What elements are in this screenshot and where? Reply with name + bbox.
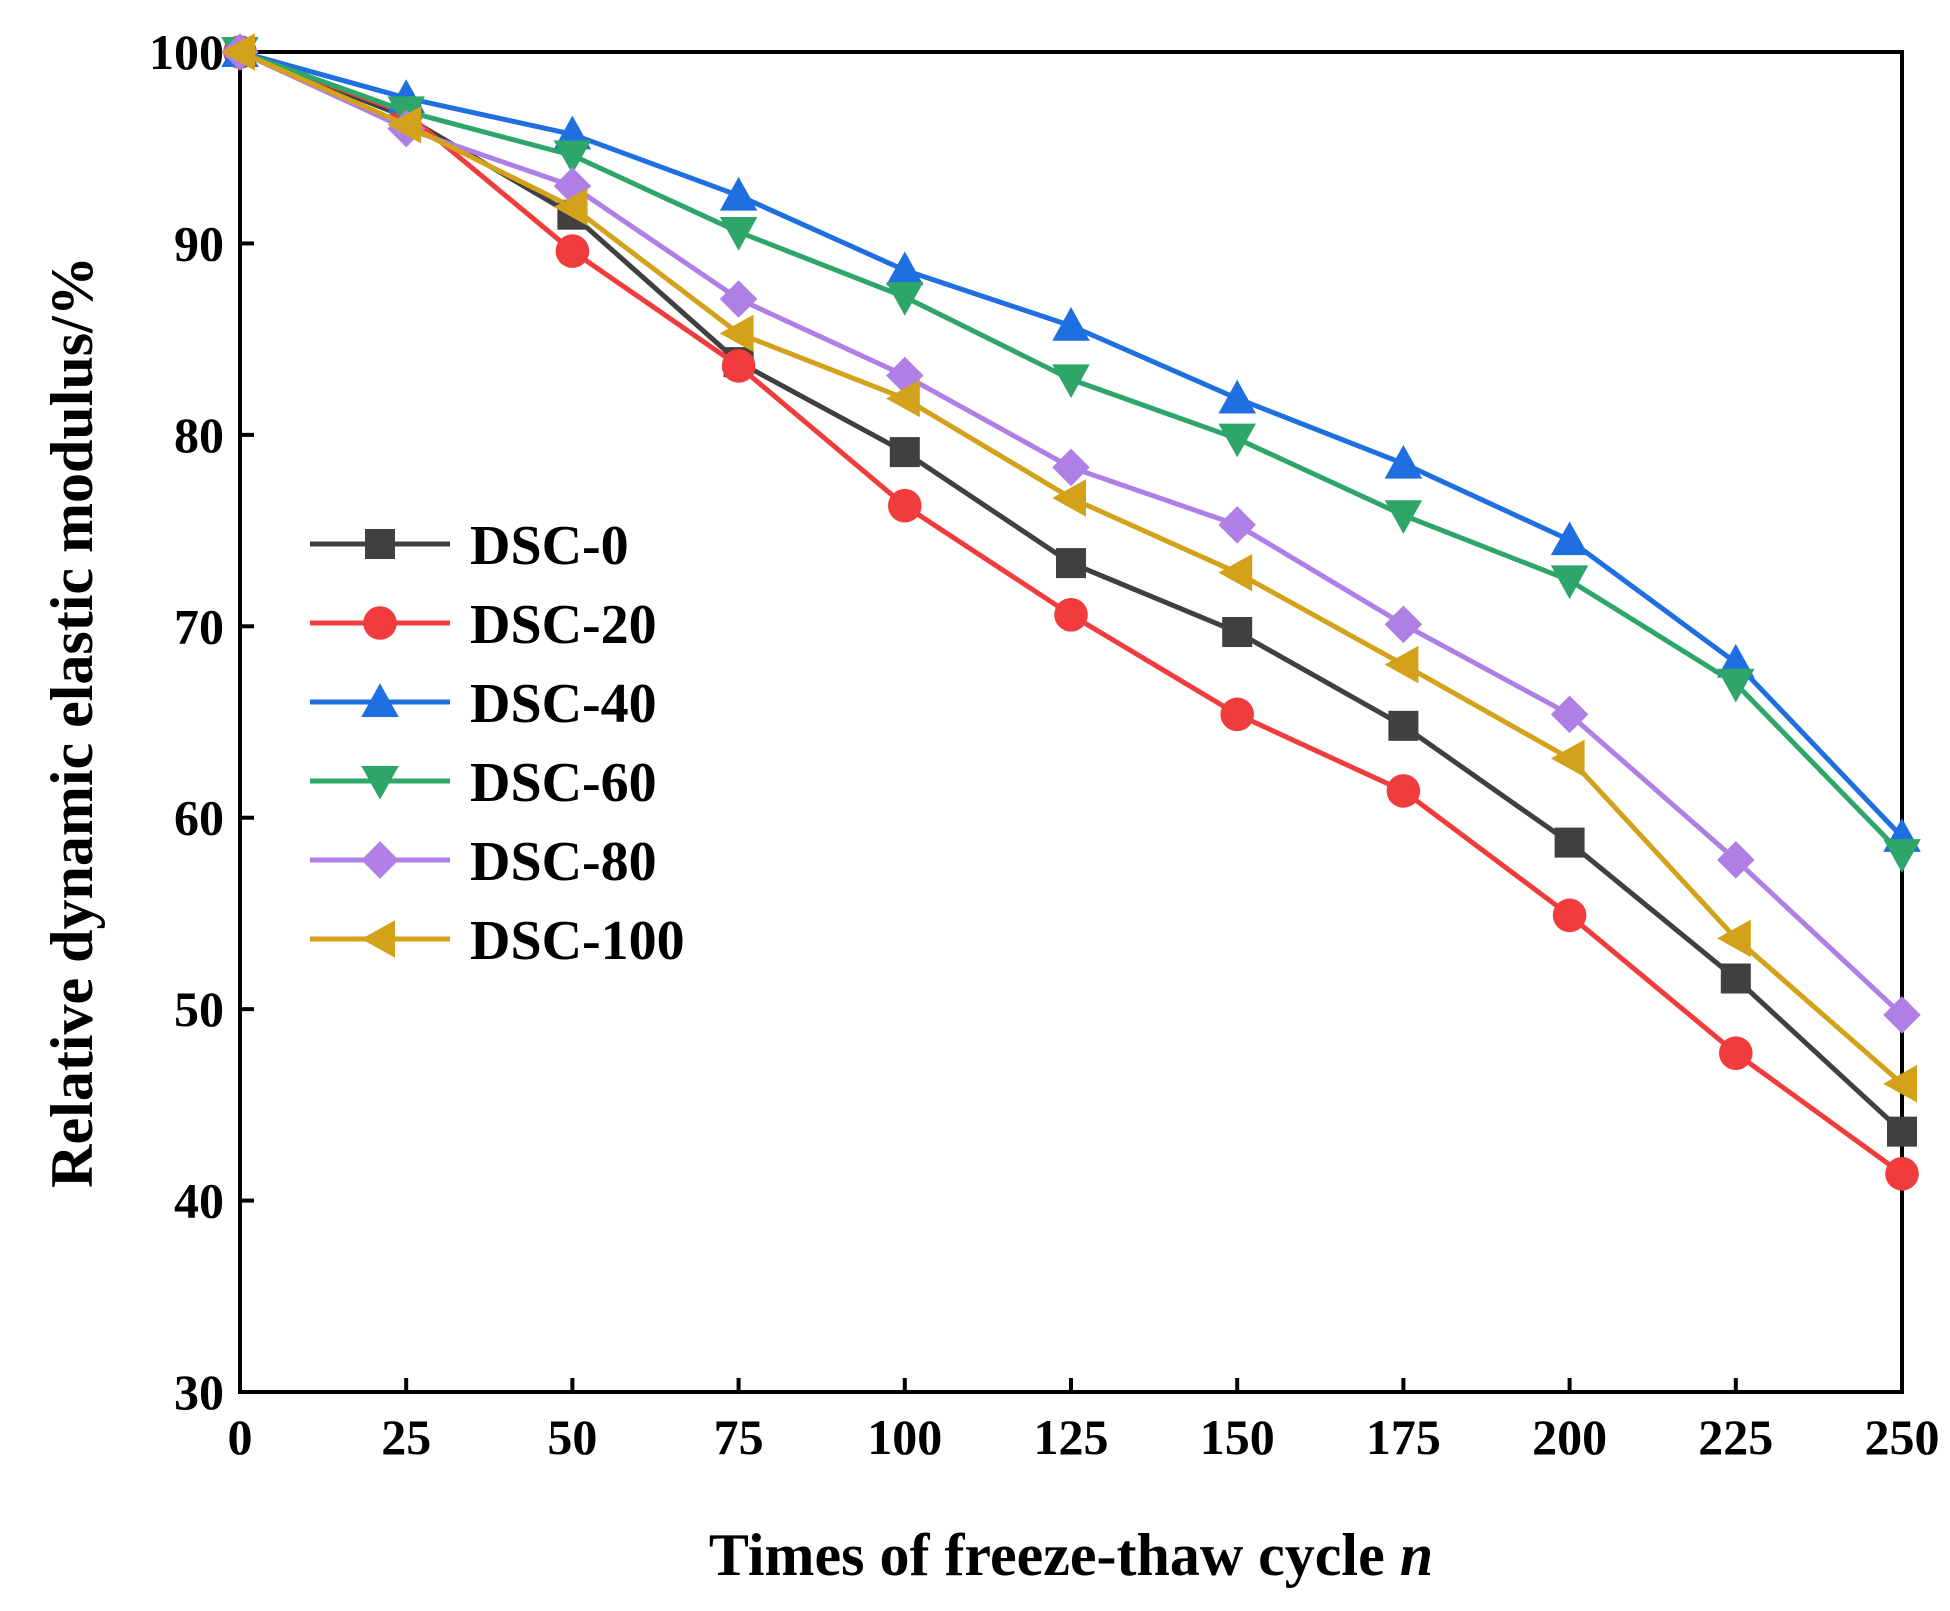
y-tick-label: 90 xyxy=(174,215,224,271)
legend-marker xyxy=(361,841,399,879)
data-point xyxy=(721,349,756,383)
series-dsc-100 xyxy=(221,33,1917,1103)
data-point xyxy=(719,280,758,318)
x-tick-label: 75 xyxy=(714,1409,764,1465)
data-point xyxy=(553,140,592,175)
legend-item-dsc-20: DSC-20 xyxy=(310,594,657,656)
data-point xyxy=(1052,364,1090,399)
x-tick-label: 175 xyxy=(1366,1409,1441,1465)
y-tick-label: 50 xyxy=(174,981,224,1037)
data-point xyxy=(889,437,920,468)
legend-marker xyxy=(361,683,399,717)
data-point xyxy=(1218,379,1256,414)
x-tick-label: 150 xyxy=(1200,1409,1275,1465)
x-tick-label: 200 xyxy=(1532,1409,1607,1465)
x-tick-label: 125 xyxy=(1034,1409,1109,1465)
legend-label: DSC-100 xyxy=(470,910,685,972)
y-tick-label: 40 xyxy=(174,1173,224,1229)
data-point xyxy=(1384,444,1423,479)
data-point xyxy=(1717,668,1755,703)
data-point xyxy=(1218,506,1256,544)
data-point xyxy=(1883,996,1921,1034)
y-axis-title: Relative dynamic elastic modulus/% xyxy=(39,256,105,1188)
data-point xyxy=(1883,839,1921,873)
data-point xyxy=(1550,521,1589,556)
data-point xyxy=(1552,898,1587,933)
data-point xyxy=(1052,448,1090,487)
data-point xyxy=(1056,548,1086,579)
y-tick-label: 60 xyxy=(174,790,224,846)
legend-marker xyxy=(363,606,397,640)
data-point xyxy=(221,33,255,71)
data-point xyxy=(1384,500,1423,535)
y-tick-label: 70 xyxy=(174,598,224,654)
legend: DSC-0 DSC-20 DSC-40 DSC-60 DSC-80 DSC-100 xyxy=(310,515,685,972)
data-point xyxy=(1218,423,1256,458)
data-point xyxy=(1384,605,1423,644)
data-point xyxy=(1052,306,1090,341)
data-point xyxy=(719,216,758,251)
data-point xyxy=(719,314,754,353)
data-point xyxy=(1052,479,1086,517)
data-point xyxy=(1550,739,1585,778)
y-tick-label: 80 xyxy=(174,407,224,463)
data-point xyxy=(1222,617,1253,648)
data-point xyxy=(1883,1065,1917,1103)
series-dsc-20 xyxy=(223,35,1919,1191)
legend-label: DSC-60 xyxy=(470,752,657,814)
legend-label: DSC-80 xyxy=(470,831,657,893)
data-point xyxy=(1220,697,1254,732)
series-dsc-80 xyxy=(221,33,1921,1034)
data-point xyxy=(1719,1036,1753,1070)
data-point xyxy=(1554,827,1585,858)
y-tick-label: 30 xyxy=(174,1364,224,1420)
x-tick-label: 0 xyxy=(228,1409,253,1465)
data-point xyxy=(1218,553,1253,592)
data-point xyxy=(1384,645,1419,684)
y-tick-label: 100 xyxy=(149,24,224,80)
legend-item-dsc-60: DSC-60 xyxy=(310,752,657,814)
x-tick-label: 100 xyxy=(867,1409,942,1465)
x-axis-title-variable: n xyxy=(1400,1522,1433,1588)
x-tick-label: 225 xyxy=(1698,1409,1773,1465)
data-point xyxy=(1887,1116,1917,1147)
legend-item-dsc-80: DSC-80 xyxy=(310,831,657,893)
data-point xyxy=(1885,1156,1919,1191)
data-point xyxy=(387,105,422,144)
x-tick-label: 25 xyxy=(381,1409,431,1465)
legend-item-dsc-0: DSC-0 xyxy=(310,515,629,577)
series-dsc-60 xyxy=(221,37,1921,873)
data-point xyxy=(1386,774,1421,808)
x-axis-title-text: Times of freeze-thaw cycle xyxy=(709,1522,1400,1588)
data-point xyxy=(553,188,588,226)
x-tick-label: 50 xyxy=(547,1409,597,1465)
x-axis-title: Times of freeze-thaw cycle n xyxy=(709,1522,1433,1588)
legend-item-dsc-40: DSC-40 xyxy=(310,673,657,735)
data-point xyxy=(1720,963,1751,994)
data-point xyxy=(1717,841,1755,879)
data-point xyxy=(1054,598,1088,632)
legend-label: DSC-0 xyxy=(470,515,629,577)
x-tick-label: 250 xyxy=(1865,1409,1940,1465)
data-point xyxy=(886,251,924,286)
data-point xyxy=(1717,919,1751,958)
data-point xyxy=(1550,695,1589,734)
data-point xyxy=(886,379,920,418)
legend-label: DSC-40 xyxy=(470,673,657,735)
data-point xyxy=(719,176,758,211)
data-point xyxy=(555,234,590,268)
data-point xyxy=(1550,565,1589,600)
legend-label: DSC-20 xyxy=(470,594,657,656)
data-point xyxy=(1388,710,1419,741)
legend-marker xyxy=(361,766,399,800)
series-layer xyxy=(221,33,1921,1191)
data-point xyxy=(886,282,924,316)
legend-item-dsc-100: DSC-100 xyxy=(310,910,685,972)
legend-marker xyxy=(365,529,395,559)
legend-marker xyxy=(361,920,395,958)
data-point xyxy=(888,488,922,523)
axes: 0 25 50 75 100 125 150 175 200 225 250 30 40 50 60 70 80… xyxy=(149,24,1940,1465)
